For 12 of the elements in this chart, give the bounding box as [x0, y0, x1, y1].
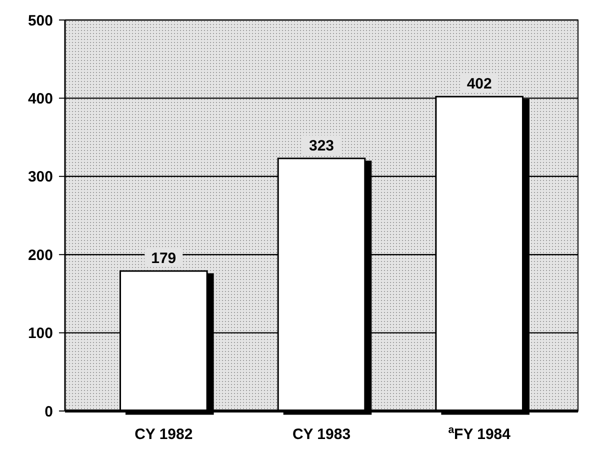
- x-tick-label: CY 1983: [292, 426, 351, 443]
- x-tick-label: $^{a}$FY 1984: [448, 424, 512, 443]
- y-tick-label: 0: [44, 403, 53, 420]
- y-tick-label: 300: [28, 168, 53, 186]
- x-tick-label: CY 1982: [134, 426, 193, 443]
- data-label: 179: [151, 250, 176, 268]
- data-label: 402: [466, 76, 492, 93]
- y-tick-label: 500: [28, 12, 53, 30]
- y-tick-label: 400: [28, 90, 53, 108]
- y-tick-label: 100: [28, 325, 53, 342]
- data-label: 323: [308, 137, 334, 154]
- y-tick-label: 200: [28, 246, 53, 264]
